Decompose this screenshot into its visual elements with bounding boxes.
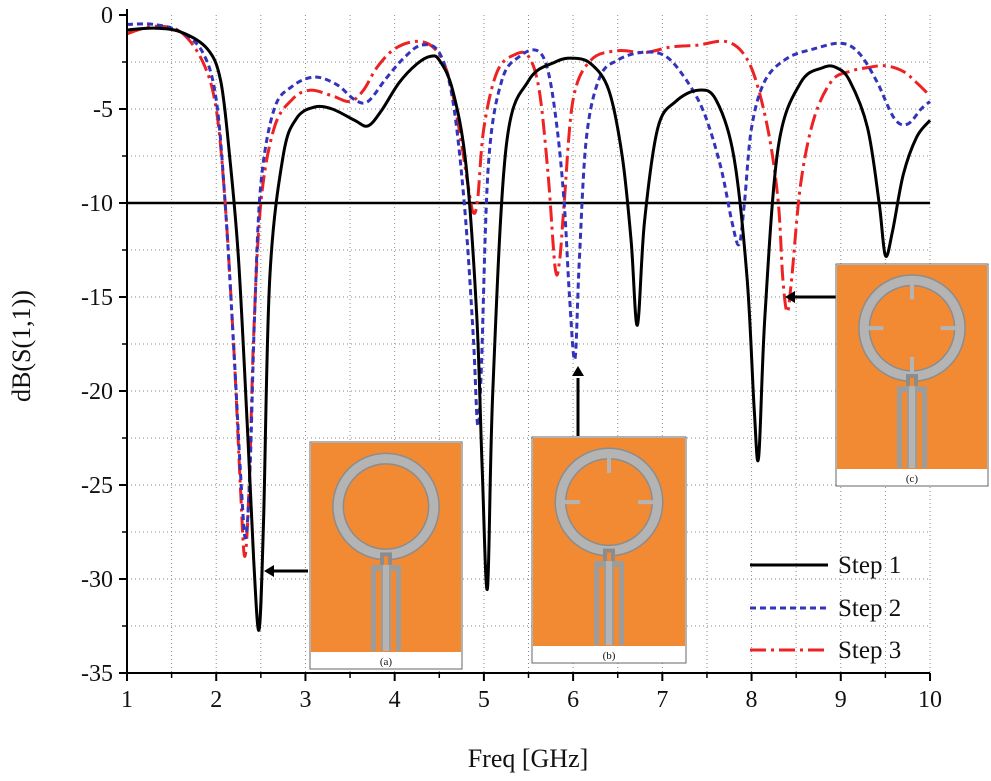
y-tick-label: -30	[81, 567, 113, 593]
series-layer	[126, 22, 932, 632]
x-tick-label: 7	[656, 687, 668, 713]
inset-caption: (a)	[380, 656, 393, 668]
series-line-step-1	[126, 26, 932, 632]
inset-caption: (b)	[603, 650, 616, 662]
y-tick-label: 0	[101, 3, 113, 29]
annotation-arrowhead-a	[264, 565, 274, 577]
cpw-signal-strip	[606, 561, 612, 645]
legend: Step 1 Step 2 Step 3	[750, 552, 901, 664]
cpw-gap-left	[376, 570, 381, 651]
x-tick-label: 8	[746, 687, 758, 713]
annotation-arrowhead-c	[785, 291, 795, 303]
annotation-arrowhead-b	[572, 366, 584, 376]
x-tick-label: 3	[299, 687, 311, 713]
axes-layer: 1 2 3 4 5 6 7 8 9 10 0 -5 -10 -15 -20 -25 -30 -35	[81, 3, 942, 713]
cpw-gap-left	[902, 392, 907, 468]
inset-layer: (a) (b) (c)	[264, 263, 989, 670]
cpw-gap-left	[599, 567, 604, 645]
x-tick-label: 1	[121, 687, 133, 713]
legend-label-step-2: Step 2	[838, 595, 901, 622]
x-tick-label: 10	[918, 687, 942, 713]
y-tick-label: -15	[81, 285, 113, 311]
x-tick-label: 4	[389, 687, 401, 713]
cpw-gap-right	[391, 570, 396, 651]
series-line-step-3	[126, 24, 932, 558]
x-tick-label: 5	[478, 687, 490, 713]
x-tick-label: 9	[835, 687, 847, 713]
cpw-gap-right	[917, 392, 922, 468]
legend-label-step-3: Step 3	[838, 637, 901, 664]
inset-caption: (c)	[906, 473, 919, 485]
y-tick-label: -35	[81, 661, 113, 687]
antenna-inset-a: (a)	[309, 441, 463, 670]
cpw-signal-strip	[909, 386, 915, 468]
grid-layer	[127, 15, 931, 673]
y-tick-label: -25	[81, 473, 113, 499]
y-tick-label: -10	[81, 191, 113, 217]
cpw-gap-right	[614, 567, 619, 645]
cpw-signal-strip	[383, 564, 389, 651]
x-tick-label: 2	[210, 687, 222, 713]
feed-neck-core	[607, 552, 611, 566]
antenna-inset-b: (b)	[531, 436, 687, 664]
legend-label-step-1: Step 1	[838, 552, 901, 579]
x-axis-title: Freq [GHz]	[468, 744, 589, 773]
series-line-step-2	[126, 22, 931, 540]
feed-neck-core	[910, 378, 914, 391]
antenna-inset-c: (c)	[835, 263, 989, 487]
x-tick-label: 6	[567, 687, 579, 713]
y-tick-label: -5	[93, 97, 113, 123]
y-tick-label: -20	[81, 379, 113, 405]
y-axis-title: dB(S(1,1))	[7, 290, 36, 402]
feed-neck-core	[384, 556, 388, 569]
